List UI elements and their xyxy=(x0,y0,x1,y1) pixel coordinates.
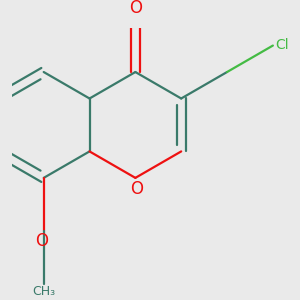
Text: CH₃: CH₃ xyxy=(32,285,55,298)
Text: O: O xyxy=(34,232,48,250)
Text: O: O xyxy=(130,180,143,198)
Text: Cl: Cl xyxy=(275,38,289,52)
Text: O: O xyxy=(129,0,142,17)
